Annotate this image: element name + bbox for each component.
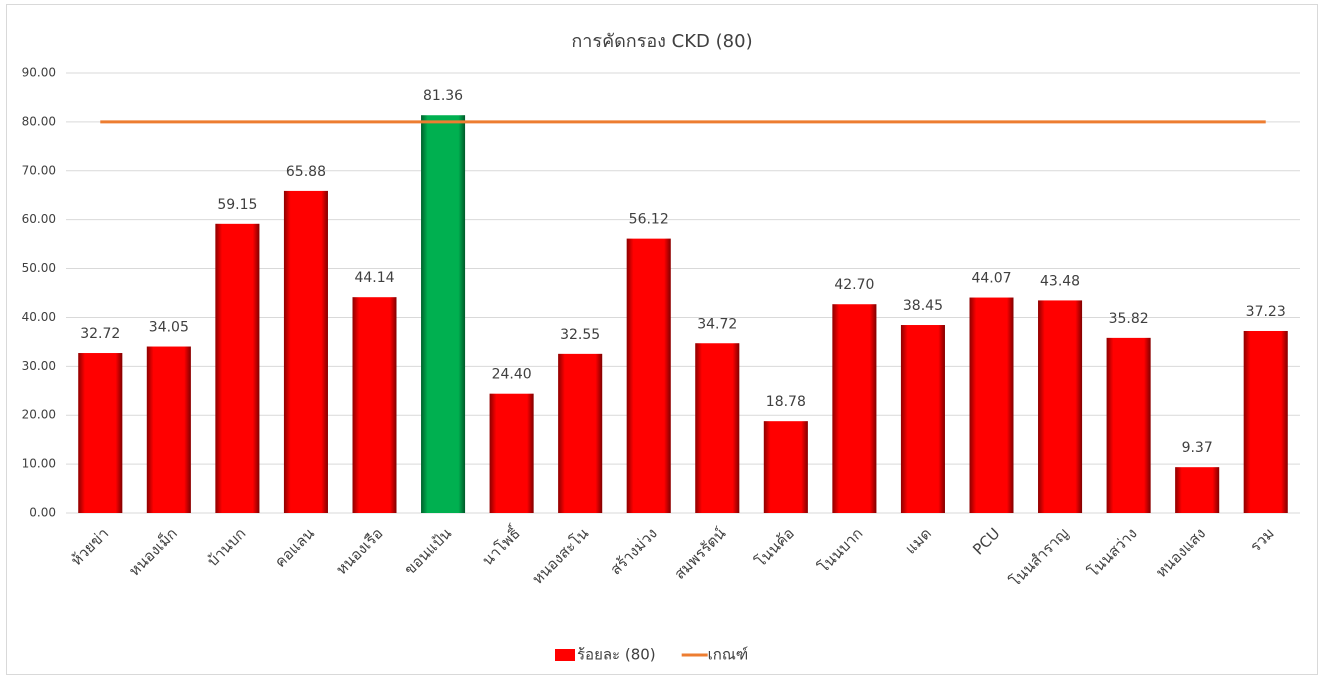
bar [1175,467,1220,513]
y-tick-label: 20.00 [22,408,56,422]
bar [969,297,1014,513]
y-tick-label: 70.00 [22,163,56,177]
bar [215,223,260,514]
data-label: 42.70 [834,277,874,293]
y-tick-label: 0.00 [29,506,56,520]
y-tick-label: 40.00 [22,310,56,324]
bar [832,304,877,513]
bar [558,353,603,513]
data-label: 24.40 [492,367,532,383]
bar [283,190,328,514]
bar [352,297,397,513]
legend-label: ร้อยละ (80) [577,646,656,664]
y-tick-label: 80.00 [22,114,56,128]
bar [626,238,671,513]
data-label: 32.72 [80,326,120,342]
bar [1106,337,1151,513]
bar [695,343,740,513]
data-label: 18.78 [766,394,806,410]
y-tick-label: 90.00 [22,66,56,80]
legend-swatch [555,649,575,661]
data-label: 43.48 [1040,273,1080,289]
chart-title: การคัดกรอง CKD (80) [571,31,752,52]
y-tick-label: 60.00 [22,212,56,226]
bar [1038,300,1083,513]
data-label: 59.15 [217,197,257,213]
bar [78,353,123,513]
bar [763,421,808,513]
data-label: 32.55 [560,327,600,343]
bar [1243,330,1288,513]
data-label: 44.07 [971,271,1011,287]
data-label: 34.72 [697,316,737,332]
y-tick-label: 50.00 [22,261,56,275]
data-label: 56.12 [629,212,669,228]
bar [489,393,534,513]
data-label: 81.36 [423,88,463,104]
data-label: 35.82 [1109,311,1149,327]
data-label: 65.88 [286,164,326,180]
data-label: 38.45 [903,298,943,314]
bar [146,346,191,513]
data-label: 34.05 [149,320,189,336]
legend-label: เกณฑ์ [708,646,749,664]
data-label: 44.14 [354,270,394,286]
data-label: 9.37 [1182,440,1213,456]
data-label: 37.23 [1246,304,1286,320]
y-tick-label: 10.00 [22,457,56,471]
y-tick-label: 30.00 [22,359,56,373]
bar [421,115,466,514]
bar [900,325,945,513]
